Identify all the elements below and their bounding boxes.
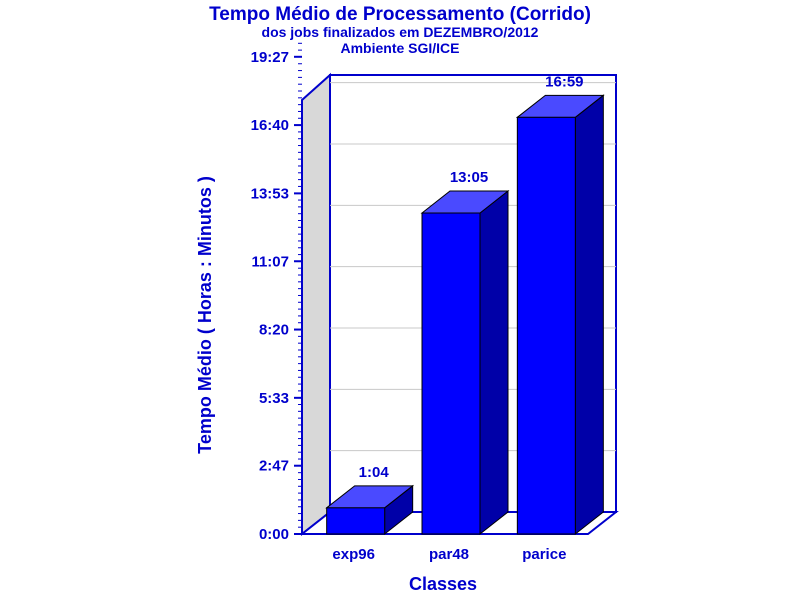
data-label: 16:59	[545, 73, 583, 90]
bar-front	[516, 116, 576, 535]
chart-subtitle: dos jobs finalizados em DEZEMBRO/2012	[262, 24, 539, 40]
x-tick-label: exp96	[332, 546, 375, 563]
y-tick-label: 5:33	[259, 390, 289, 407]
y-tick-label: 13:53	[251, 185, 289, 202]
y-axis-title: Tempo Médio ( Horas : Minutos )	[195, 176, 215, 454]
bar-front	[421, 212, 481, 535]
x-axis-title: Classes	[409, 574, 477, 594]
bar: 13:05	[420, 169, 510, 536]
y-axis: 0:00 2:47 5:33 8:20 11:07 13:53 16:40 19:27	[251, 42, 302, 543]
x-tick-label: par48	[429, 546, 469, 563]
bars: 1:04 13:05 16:59	[325, 73, 605, 536]
bar: 16:59	[515, 73, 605, 536]
y-tick-label: 2:47	[259, 458, 289, 475]
x-tick-label: parice	[522, 546, 566, 563]
chart-subtitle-2: Ambiente SGI/ICE	[340, 40, 459, 56]
y-tick-label: 19:27	[251, 49, 289, 66]
side-wall	[301, 72, 331, 537]
y-tick-label: 8:20	[259, 322, 289, 339]
y-tick-label: 16:40	[251, 117, 289, 134]
bar: 1:04	[325, 464, 415, 536]
y-tick-label: 11:07	[251, 253, 289, 270]
bar-front	[326, 507, 386, 535]
data-label: 1:04	[359, 464, 390, 481]
bar-side	[574, 94, 604, 536]
data-label: 13:05	[450, 169, 488, 186]
chart-title: Tempo Médio de Processamento (Corrido)	[209, 4, 591, 25]
y-tick-label: 0:00	[259, 526, 289, 543]
bar-side	[479, 189, 509, 536]
x-axis: exp96 par48 parice	[332, 546, 566, 563]
